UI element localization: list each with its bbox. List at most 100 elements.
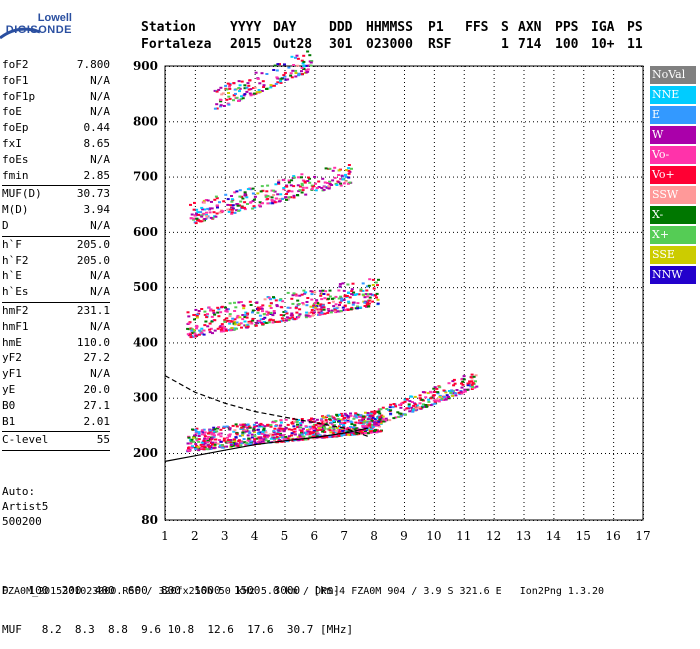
grid-dot: [494, 422, 495, 423]
echo-point: [280, 422, 283, 424]
grid-dot: [225, 358, 226, 359]
grid-dot: [494, 370, 495, 371]
echo-point: [311, 293, 314, 295]
grid-dot: [197, 121, 198, 122]
grid-dot: [293, 453, 294, 454]
grid-dot: [464, 70, 465, 71]
grid-dot: [374, 70, 375, 71]
echo-point: [338, 304, 341, 306]
grid-dot: [457, 66, 458, 67]
grid-dot: [434, 190, 435, 191]
grid-dot: [524, 482, 525, 483]
grid-dot: [195, 230, 196, 231]
grid-dot: [345, 342, 346, 343]
grid-dot: [425, 232, 426, 233]
grid-dot: [501, 177, 502, 178]
echo-point: [400, 413, 403, 415]
grid-dot: [285, 138, 286, 139]
echo-point: [369, 430, 372, 432]
grid-dot: [385, 398, 386, 399]
echo-point: [332, 305, 335, 307]
grid-dot: [404, 358, 405, 359]
grid-dot: [374, 322, 375, 323]
grid-dot: [374, 138, 375, 139]
grid-dot: [165, 298, 166, 299]
grid-dot: [489, 287, 490, 288]
grid-dot: [583, 190, 584, 191]
grid-dot: [457, 520, 458, 521]
grid-dot: [524, 382, 525, 383]
grid-dot: [225, 366, 226, 367]
grid-dot: [524, 346, 525, 347]
grid-dot: [255, 274, 256, 275]
grid-dot: [273, 232, 274, 233]
grid-dot: [413, 453, 414, 454]
grid-dot: [613, 478, 614, 479]
grid-dot: [297, 342, 298, 343]
grid-dot: [425, 520, 426, 521]
grid-dot: [473, 121, 474, 122]
echo-point: [198, 433, 201, 435]
grid-dot: [434, 434, 435, 435]
grid-dot: [643, 298, 644, 299]
grid-dot: [477, 342, 478, 343]
echo-point: [226, 437, 229, 439]
grid-dot: [404, 122, 405, 123]
grid-dot: [569, 287, 570, 288]
grid-dot: [285, 262, 286, 263]
grid-dot: [524, 134, 525, 135]
grid-dot: [221, 287, 222, 288]
grid-dot: [553, 286, 554, 287]
grid-dot: [641, 520, 642, 521]
grid-dot: [255, 354, 256, 355]
grid-dot: [434, 478, 435, 479]
grid-dot: [233, 287, 234, 288]
grid-dot: [189, 66, 190, 67]
grid-dot: [613, 458, 614, 459]
grid-dot: [434, 462, 435, 463]
grid-dot: [413, 177, 414, 178]
grid-dot: [397, 398, 398, 399]
grid-dot: [613, 366, 614, 367]
grid-dot: [374, 514, 375, 515]
grid-dot: [637, 398, 638, 399]
grid-dot: [485, 453, 486, 454]
echo-point: [333, 167, 336, 169]
grid-dot: [314, 298, 315, 299]
grid-dot: [344, 238, 345, 239]
grid-dot: [573, 342, 574, 343]
grid-dot: [464, 306, 465, 307]
grid-dot: [643, 418, 644, 419]
grid-dot: [374, 190, 375, 191]
grid-dot: [225, 174, 226, 175]
grid-dot: [643, 190, 644, 191]
grid-dot: [344, 70, 345, 71]
grid-dot: [225, 514, 226, 515]
grid-dot: [643, 186, 644, 187]
grid-dot: [494, 330, 495, 331]
grid-dot: [553, 478, 554, 479]
grid-dot: [613, 306, 614, 307]
grid-dot: [195, 362, 196, 363]
grid-dot: [225, 354, 226, 355]
grid-dot: [285, 94, 286, 95]
echo-point: [281, 317, 284, 319]
grid-dot: [374, 446, 375, 447]
grid-dot: [165, 158, 166, 159]
grid-dot: [177, 520, 178, 521]
echo-point: [253, 424, 256, 426]
echo-point: [290, 313, 293, 315]
grid-dot: [533, 232, 534, 233]
grid-dot: [195, 206, 196, 207]
grid-dot: [401, 520, 402, 521]
grid-dot: [577, 453, 578, 454]
grid-dot: [613, 446, 614, 447]
grid-dot: [225, 230, 226, 231]
grid-dot: [233, 177, 234, 178]
echo-point: [377, 279, 380, 281]
grid-dot: [385, 287, 386, 288]
grid-dot: [643, 486, 644, 487]
grid-dot: [643, 166, 644, 167]
grid-dot: [461, 177, 462, 178]
echo-point: [331, 298, 334, 300]
